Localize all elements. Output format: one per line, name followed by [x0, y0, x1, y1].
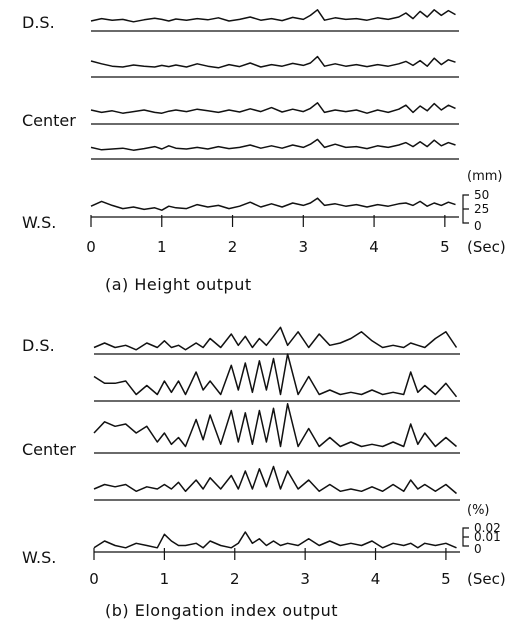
- scale-tick-label: 0.02: [474, 521, 501, 535]
- scale-tick-label: 50: [474, 188, 489, 202]
- y-unit-label: (mm): [467, 169, 502, 184]
- x-tick-label: 3: [299, 238, 309, 256]
- x-tick-label: 2: [230, 570, 240, 588]
- trace-row-5: [90, 197, 456, 211]
- trace-row-2: [93, 353, 458, 398]
- row-label-1: D.S.: [22, 336, 55, 355]
- scale-tick-label: 0: [474, 542, 482, 556]
- scale-bracket: [462, 194, 469, 224]
- scale-bracket: [462, 527, 469, 547]
- trace-row-5: [93, 531, 457, 549]
- x-unit-label: (Sec): [467, 238, 506, 256]
- row-label-5: W.S.: [22, 213, 56, 232]
- x-tick-label: 5: [440, 238, 450, 256]
- row-label-5: W.S.: [22, 548, 56, 567]
- x-tick-label: 0: [86, 238, 96, 256]
- scale-tick-label: 25: [474, 202, 489, 216]
- x-tick-label: 3: [300, 570, 310, 588]
- x-tick-label: 4: [371, 570, 381, 588]
- x-tick-label: 1: [160, 570, 170, 588]
- x-tick-label: 0: [89, 570, 99, 588]
- row-label-3: Center: [22, 440, 76, 459]
- row-label-1: D.S.: [22, 13, 55, 32]
- x-unit-label: (Sec): [467, 570, 506, 588]
- figure-caption: (b) Elongation index output: [105, 601, 338, 620]
- trace-row-3: [90, 102, 456, 114]
- row-label-3: Center: [22, 111, 76, 130]
- trace-row-2: [90, 55, 456, 69]
- trace-row-4: [90, 138, 456, 151]
- x-tick-label: 4: [369, 238, 379, 256]
- trace-row-1: [93, 326, 458, 351]
- trace-row-3: [93, 403, 457, 448]
- trace-row-4: [93, 465, 457, 495]
- trace-row-1: [90, 9, 456, 23]
- scale-tick-label: 0: [474, 219, 482, 233]
- x-tick-label: 1: [157, 238, 167, 256]
- x-tick-label: 2: [228, 238, 238, 256]
- figure-caption: (a) Height output: [105, 275, 252, 294]
- x-tick-label: 5: [441, 570, 451, 588]
- y-unit-label: (%): [467, 503, 490, 518]
- scale-tick-label: 0.01: [474, 530, 501, 544]
